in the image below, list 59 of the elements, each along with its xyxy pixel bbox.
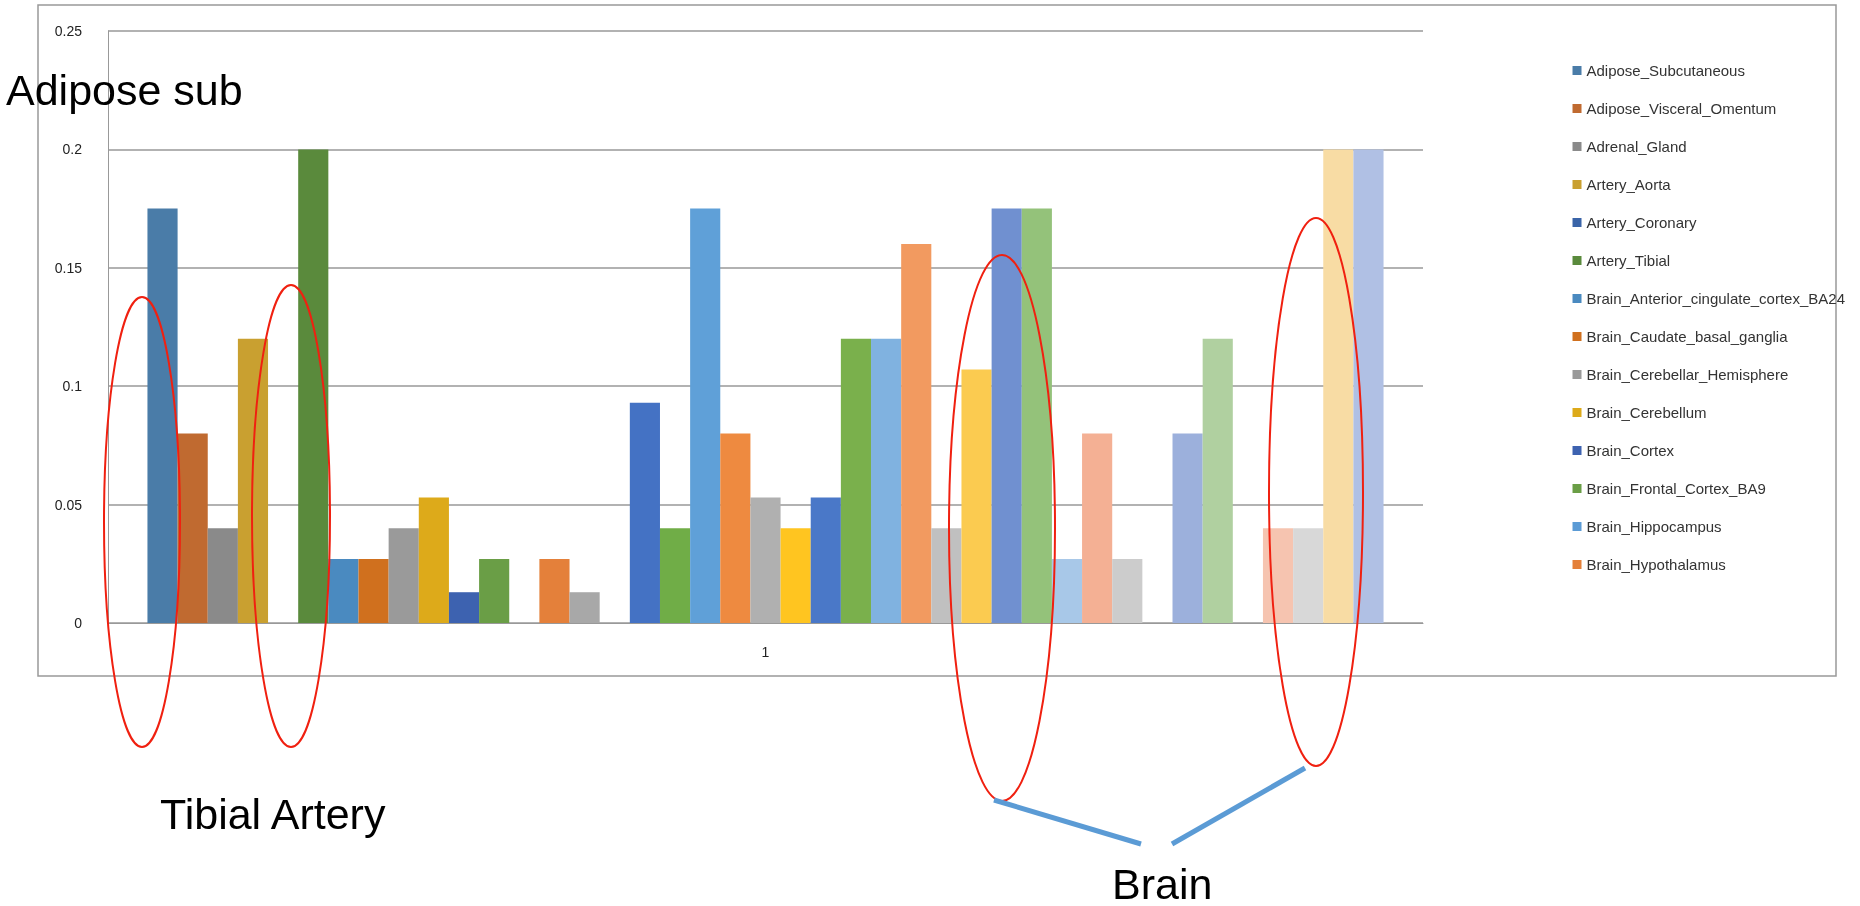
bar <box>659 528 691 623</box>
y-tick-label: 0.2 <box>62 141 83 158</box>
bar <box>780 528 811 623</box>
legend-label: Adipose_Visceral_Omentum <box>1586 100 1777 117</box>
bar <box>1293 528 1324 623</box>
bar <box>479 559 510 623</box>
y-tick-label: 0.1 <box>62 378 83 395</box>
bar <box>448 592 480 623</box>
bar <box>207 528 238 623</box>
bar <box>1051 559 1083 623</box>
legend-label: Artery_Aorta <box>1586 176 1672 193</box>
legend-label: Artery_Coronary <box>1586 214 1698 231</box>
bar <box>840 338 872 623</box>
bar <box>328 559 359 623</box>
legend-label: Adipose_Subcutaneous <box>1586 62 1745 79</box>
legend-label: Brain_Frontal_Cortex_BA9 <box>1586 480 1766 497</box>
bar <box>147 208 178 623</box>
bar <box>237 338 269 623</box>
legend-label: Brain_Anterior_cingulate_cortex_BA24 <box>1586 290 1846 307</box>
legend-label: Brain_Hippocampus <box>1586 518 1722 535</box>
bar <box>961 369 992 623</box>
bar <box>629 402 660 623</box>
y-tick-label: 0 <box>74 615 83 631</box>
bar <box>991 208 1022 623</box>
text: Brain <box>1112 860 1213 906</box>
legend-label: Adrenal_Gland <box>1586 138 1687 155</box>
bar <box>539 559 570 623</box>
legend-label: Brain_Cortex <box>1586 442 1675 459</box>
legend-label: Artery_Tibial <box>1586 252 1671 269</box>
bar <box>298 149 329 623</box>
legend-label: Brain_Cerebellar_Hemisphere <box>1586 366 1789 383</box>
bar <box>418 497 449 623</box>
bar <box>1021 208 1052 623</box>
y-tick-label: 0.15 <box>54 259 83 276</box>
bar <box>871 338 902 623</box>
bar <box>177 433 208 623</box>
bar <box>1202 338 1233 623</box>
legend-label: Brain_Cerebellum <box>1586 404 1707 421</box>
bar <box>750 497 781 623</box>
y-tick-label: 0.05 <box>54 496 83 513</box>
legend-label: Brain_Hypothalamus <box>1586 556 1726 573</box>
bar <box>569 592 600 623</box>
bar <box>931 528 962 623</box>
bar <box>720 433 751 623</box>
bar <box>901 244 932 623</box>
bar <box>1082 433 1113 623</box>
bar <box>690 208 721 623</box>
text: Tibial Artery <box>160 790 386 839</box>
legend-label: Brain_Caudate_basal_ganglia <box>1586 328 1789 345</box>
bar <box>358 559 389 623</box>
bar <box>1353 149 1384 623</box>
x-tick-label: 1 <box>761 644 770 660</box>
bar <box>1112 559 1143 623</box>
bar <box>1323 149 1354 623</box>
annotation: Adipose sub <box>6 66 243 115</box>
y-tick-label: 0.25 <box>54 23 83 39</box>
bar <box>1262 528 1294 623</box>
bar <box>810 497 841 623</box>
bar <box>1172 433 1203 623</box>
